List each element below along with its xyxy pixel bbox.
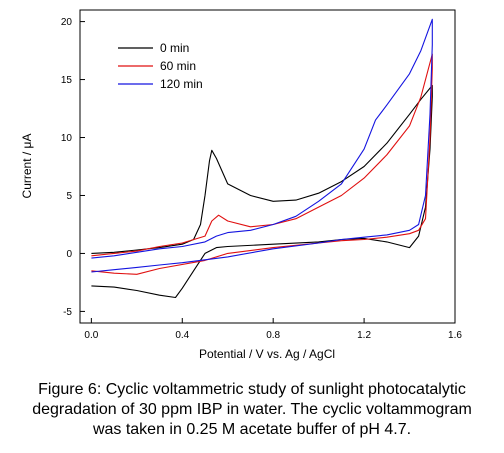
x-tick-label: 1.6	[448, 330, 462, 341]
legend-label-2: 60 min	[160, 59, 196, 73]
y-tick-label: -5	[63, 307, 72, 318]
figure-caption: Figure 6: Cyclic voltammetric study of s…	[6, 380, 498, 440]
legend: 0 min 60 min 120 min	[118, 41, 203, 91]
series-line-2	[91, 53, 433, 275]
y-tick-label: 0	[66, 249, 72, 260]
y-tick-label: 5	[66, 191, 72, 202]
x-tick-label: 0.0	[84, 330, 98, 341]
x-tick-label: 0.8	[266, 330, 280, 341]
series-lines	[91, 18, 433, 299]
caption-line-1: Figure 6: Cyclic voltammetric study of s…	[38, 381, 466, 398]
series-line-3	[91, 18, 433, 273]
y-tick-label: 15	[61, 75, 73, 86]
x-tick-label: 1.2	[357, 330, 371, 341]
legend-label-3: 120 min	[160, 77, 203, 91]
x-tick-label: 0.4	[175, 330, 189, 341]
plot-frame	[79, 9, 456, 324]
axis-ticks: 0.0 0.4 0.8 1.2 1.6 -5 0 5 10 15 20	[61, 17, 463, 341]
y-axis-label: Current / μA	[20, 134, 34, 199]
y-tick-label: 20	[61, 17, 73, 28]
caption-line-3: was taken in 0.25 M acetate buffer of pH…	[92, 421, 412, 438]
caption-line-2: degradation of 30 ppm IBP in water. The …	[32, 401, 472, 418]
legend-label-1: 0 min	[160, 41, 189, 55]
series-line-1	[91, 84, 433, 299]
y-tick-label: 10	[61, 133, 73, 144]
cyclic-voltammogram-chart: 0.0 0.4 0.8 1.2 1.6 -5 0 5 10 15 20 0 min 60 min 120…	[20, 9, 463, 361]
x-axis-label: Potential / V vs. Ag / AgCl	[199, 347, 335, 361]
